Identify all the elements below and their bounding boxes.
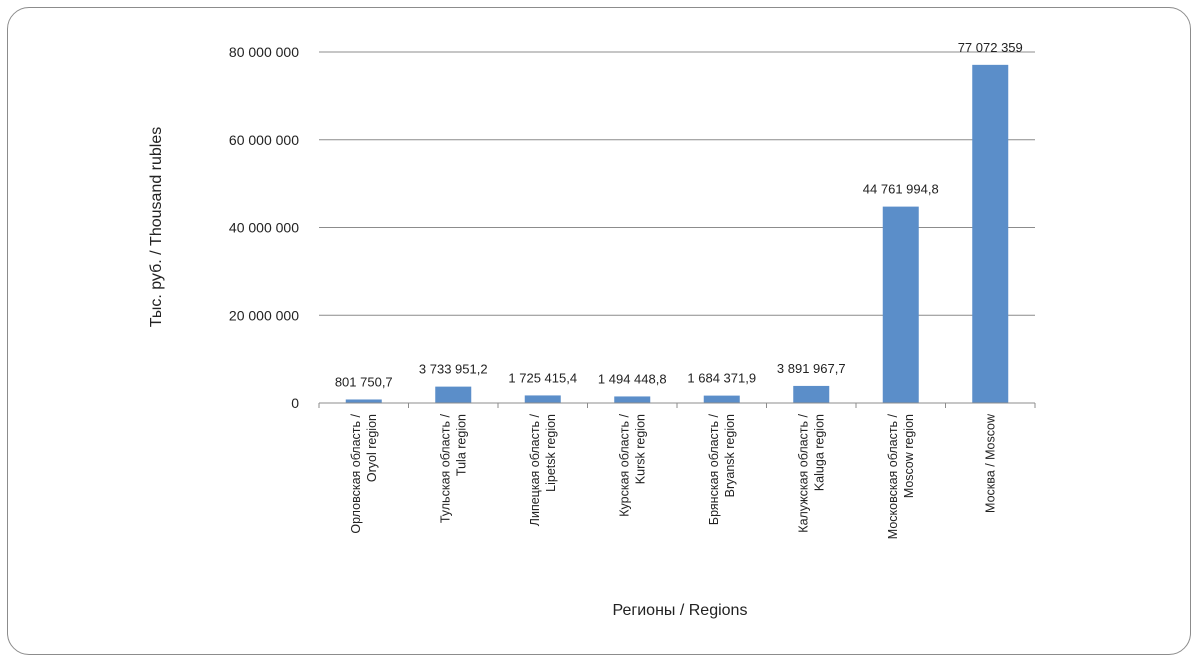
- x-tick-label-line: Тульская область /: [438, 413, 452, 523]
- bar: [882, 206, 919, 403]
- y-tick-label: 40 000 000: [229, 220, 299, 236]
- x-tick-label-line: Москва / Moscow: [983, 413, 997, 513]
- bar: [435, 386, 472, 403]
- x-tick-label-line: Tula region: [454, 414, 468, 476]
- bar: [972, 64, 1009, 403]
- data-label: 1 684 371,9: [687, 371, 756, 386]
- data-label: 801 750,7: [335, 374, 393, 389]
- x-axis-title: Регионы / Regions: [613, 602, 748, 619]
- x-tick-label-line: Калужская область /: [796, 413, 810, 532]
- x-tick-label-line: Oryol region: [365, 414, 379, 482]
- bar: [703, 395, 740, 403]
- x-tick-label-line: Lipetsk region: [544, 414, 558, 492]
- x-tick-label-line: Bryansk region: [723, 414, 737, 497]
- x-tick-label: Москва / Moscow: [983, 413, 997, 513]
- y-tick-label: 0: [291, 395, 299, 411]
- x-tick-label-line: Moscow region: [902, 414, 916, 498]
- data-label: 1 494 448,8: [598, 371, 667, 386]
- bar: [345, 399, 382, 403]
- x-tick-label: Липецкая область / Lipetsk region: [528, 413, 558, 526]
- x-tick-label-line: Kaluga region: [812, 414, 826, 491]
- bar: [614, 396, 651, 403]
- data-label: 77 072 359: [958, 40, 1023, 55]
- y-tick-label: 20 000 000: [229, 307, 299, 323]
- data-label: 44 761 994,8: [863, 182, 939, 197]
- x-tick-label-line: Липецкая область /: [528, 413, 542, 526]
- x-tick-label-line: Kursk region: [633, 414, 647, 484]
- x-tick-label-line: Орловская область /: [349, 413, 363, 533]
- axes: [318, 402, 1036, 408]
- x-tick-label: Московская область / Moscow region: [886, 413, 916, 539]
- x-tick-label-line: Курская область /: [617, 413, 631, 516]
- x-tick-label-line: Московская область /: [886, 413, 900, 539]
- labels: 0 20 000 000 40 000 000 60 000 000 80 000 00…: [229, 40, 1023, 539]
- data-label: 3 891 967,7: [777, 361, 846, 376]
- x-tick-label: Калужская область / Kaluga region: [796, 413, 826, 532]
- x-tick-label: Тульская область / Tula region: [438, 413, 468, 523]
- y-tick-label: 60 000 000: [229, 132, 299, 148]
- bars: [345, 64, 1009, 403]
- y-tick-label: 80 000 000: [229, 44, 299, 60]
- x-tick-label: Брянская область / Bryansk region: [707, 413, 737, 525]
- data-label: 3 733 951,2: [419, 362, 488, 377]
- data-label: 1 725 415,4: [508, 370, 577, 385]
- x-tick-label-line: Брянская область /: [707, 413, 721, 525]
- x-tick-label: Орловская область / Oryol region: [349, 413, 379, 533]
- x-tick-label: Курская область / Kursk region: [617, 413, 647, 516]
- y-axis-title: Тыс. руб. / Thousand rubles: [148, 127, 165, 328]
- bar: [524, 395, 561, 403]
- bar: [793, 385, 830, 403]
